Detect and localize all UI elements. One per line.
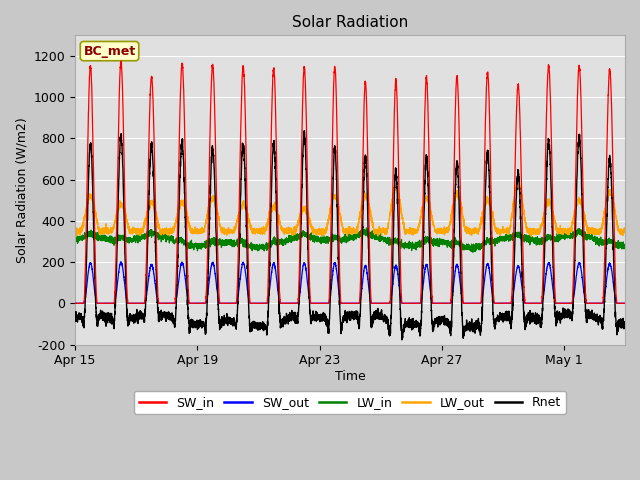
LW_out (170, 229, 177, 235)
LW_in (469, 249, 477, 255)
SW_out (117, 259, 125, 265)
SW_in (256, 300, 264, 306)
Rnet (621, 320, 629, 325)
SW_in (615, 300, 623, 306)
Line: SW_in: SW_in (75, 61, 625, 303)
SW_out (256, 300, 264, 306)
SW_in (173, 252, 180, 258)
LW_out (256, 226, 264, 231)
LW_out (93, 218, 101, 224)
Line: LW_in: LW_in (75, 228, 625, 252)
SW_out (399, 300, 406, 306)
Rnet (170, 315, 177, 321)
SW_out (615, 300, 623, 306)
LW_in (71, 240, 79, 245)
Legend: SW_in, SW_out, LW_in, LW_out, Rnet: SW_in, SW_out, LW_in, LW_out, Rnet (134, 391, 566, 414)
LW_in (256, 245, 264, 251)
LW_in (363, 225, 371, 231)
Line: LW_out: LW_out (75, 181, 625, 237)
SW_out (170, 300, 177, 306)
SW_in (71, 300, 79, 306)
SW_in (117, 58, 125, 64)
Rnet (301, 128, 308, 133)
Rnet (256, 326, 264, 332)
SW_in (93, 300, 101, 306)
SW_in (170, 300, 177, 306)
LW_in (621, 241, 629, 247)
SW_in (621, 300, 629, 306)
SW_out (71, 300, 79, 306)
LW_in (399, 244, 406, 250)
LW_out (398, 215, 406, 221)
Rnet (93, 322, 101, 327)
Rnet (615, 323, 623, 329)
Text: BC_met: BC_met (83, 45, 136, 58)
LW_out (615, 228, 623, 233)
LW_in (93, 233, 101, 239)
LW_in (170, 239, 177, 244)
Title: Solar Radiation: Solar Radiation (292, 15, 408, 30)
Rnet (398, 337, 406, 343)
LW_in (173, 238, 180, 243)
Rnet (399, 333, 406, 339)
Line: SW_out: SW_out (75, 262, 625, 303)
SW_in (399, 300, 406, 306)
LW_out (515, 178, 523, 184)
Rnet (71, 313, 79, 319)
SW_out (173, 292, 180, 298)
Line: Rnet: Rnet (75, 131, 625, 340)
LW_out (71, 233, 79, 239)
LW_out (621, 228, 629, 234)
SW_out (93, 300, 101, 306)
LW_out (527, 234, 535, 240)
LW_in (615, 244, 623, 250)
Rnet (173, 286, 180, 291)
X-axis label: Time: Time (335, 370, 365, 383)
LW_out (173, 216, 180, 222)
SW_out (621, 300, 629, 306)
Y-axis label: Solar Radiation (W/m2): Solar Radiation (W/m2) (15, 117, 28, 263)
